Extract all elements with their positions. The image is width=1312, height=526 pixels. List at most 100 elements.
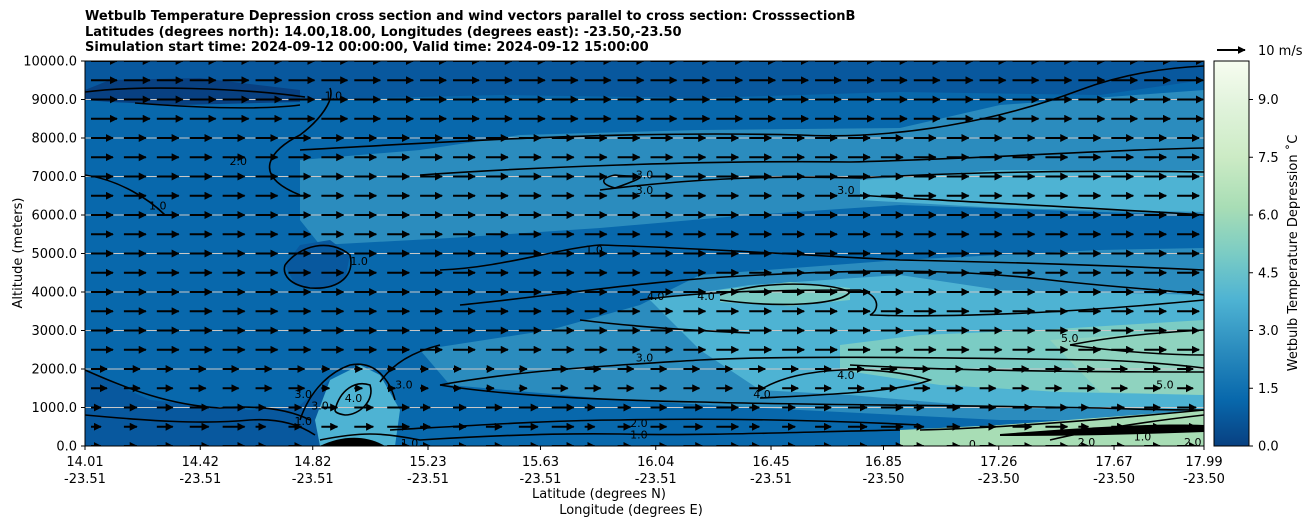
x-tick-label-lat: 15.63 (522, 455, 559, 470)
contour-label: 2.0 (1078, 436, 1096, 449)
contour-label: 1.0 (325, 90, 343, 103)
y-axis-label: Altitude (meters) (11, 198, 26, 309)
x-tick-label-lon: -23.50 (863, 472, 905, 487)
y-tick-label: 0.0 (56, 440, 77, 455)
plot-area: 1.02.01.03.03.0 3.01.01.04.0 4.05.03.04.04… (85, 61, 1204, 451)
contour-fill-cyan-core (720, 282, 850, 306)
contour-label: 1.0 (149, 199, 167, 212)
contour-label: 1.0 (585, 244, 603, 257)
x-tick-label-lat: 14.42 (182, 455, 219, 470)
x-tick-label-lon: -23.51 (179, 472, 221, 487)
colorbar-tick-label: 4.5 (1258, 266, 1279, 281)
colorbar-tick-label: 1.5 (1258, 382, 1279, 397)
contour-label: 3.0 (294, 388, 312, 401)
contour-label: 3.0 (636, 351, 654, 364)
x-tick-label-lon: -23.51 (64, 472, 106, 487)
contour-fill-light-upper (860, 170, 1204, 212)
title-line-3: Simulation start time: 2024-09-12 00:00:… (85, 40, 649, 55)
contour-line-3-right-plume (379, 344, 441, 383)
x-tick-label-lat: 16.04 (637, 455, 674, 470)
x-tick-label-lon: -23.51 (407, 472, 449, 487)
y-tick-label: 9000.0 (32, 93, 78, 108)
x-tick-label-lat: 14.01 (66, 455, 103, 470)
contour-label: 3.0 (636, 169, 654, 182)
colorbar-tick-label: 3.0 (1258, 324, 1279, 339)
contour-line-3-mid (599, 170, 1204, 191)
y-tick-label: 1000.0 (32, 401, 78, 416)
contour-label: 1.0 (350, 255, 368, 268)
chart-title: Wetbulb Temperature Depression cross sec… (85, 9, 855, 56)
x-tick-label-lat: 14.82 (294, 455, 331, 470)
contour-line-2-right-bottom2 (1049, 414, 1204, 441)
x-tick-label-lon: -23.50 (1093, 472, 1135, 487)
contour-label: 3.0 (395, 378, 413, 391)
y-tick-label: 6000.0 (32, 209, 78, 224)
contour-line-1-top (85, 87, 306, 98)
x-tick-label-lon: -23.51 (750, 472, 792, 487)
contour-label: 4.0 (753, 388, 771, 401)
colorbar-tick-label: 0.0 (1258, 440, 1279, 455)
y-tick-label: 7000.0 (32, 170, 78, 185)
contour-fill-bottom-right (900, 410, 1204, 446)
contour-label: 2.0 (630, 417, 648, 430)
x-axis-label-latitude: Latitude (degrees N) (532, 487, 666, 502)
contour-label: 5.0 (1061, 332, 1079, 345)
x-tick-label-lat: 17.26 (980, 455, 1017, 470)
contour-label: 2.0 (1184, 436, 1202, 449)
contour-label: 1.0 (630, 428, 648, 441)
x-tick-label-lat: 17.99 (1185, 455, 1222, 470)
contour-line-3-spine (579, 319, 751, 334)
contour-line-3-plume (299, 363, 396, 421)
contour-line-4-loop (759, 368, 933, 399)
y-tick-label: 3000.0 (32, 324, 78, 339)
x-tick-label-lon: -23.50 (978, 472, 1020, 487)
colorbar-gradient (1213, 60, 1250, 447)
contour-line-1-bottom (319, 429, 901, 441)
contour-label: 1.0 (1134, 430, 1152, 443)
colorbar: 0.0 1.5 3.0 4.5 6.0 7.5 9.0 Wetbulb Temperatur… (1213, 60, 1301, 455)
title-line-2: Latitudes (degrees north): 14.00,18.00, … (85, 24, 682, 40)
x-tick-label-lat: 17.67 (1095, 455, 1132, 470)
contour-label: 5.0 (1156, 378, 1174, 391)
x-tick-label-lon: -23.51 (520, 472, 562, 487)
contour-label: 1.0 (401, 437, 419, 450)
contour-line-2-right-bottom (919, 409, 1204, 431)
colorbar-tick-label: 7.5 (1258, 151, 1279, 166)
y-tick-label: 4000.0 (32, 286, 78, 301)
contour-line-4-plume (334, 383, 372, 416)
y-tick-label: 5000.0 (32, 247, 78, 262)
contour-line-2-blob (283, 244, 352, 289)
contour-label: 4.0 (837, 369, 855, 382)
contour-line-2-bottom (389, 418, 921, 431)
contour-line-1-top2 (134, 102, 301, 109)
contour-label: 4.0 (345, 392, 363, 405)
x-tick-label-lat: 15.23 (409, 455, 446, 470)
x-axis-ticks: 14.01 -23.51 14.42 -23.51 14.82 -23.51 15.23 -2… (64, 446, 1225, 487)
contour-line-2-inner (419, 147, 1204, 176)
y-axis-ticks: 0.0 1000.0 2000.0 3000.0 4000.0 5000.0 6000.0 7… (23, 55, 85, 455)
contour-fill-dark-top (85, 61, 1204, 100)
x-tick-label-lon: -23.51 (292, 472, 334, 487)
contour-line-5-right2 (1069, 344, 1204, 356)
x-tick-label-lat: 16.85 (865, 455, 902, 470)
y-tick-label: 2000.0 (32, 363, 78, 378)
contour-label: 4.0 (647, 290, 665, 303)
contour-line-4-lower (849, 364, 1204, 373)
title-line-1: Wetbulb Temperature Depression cross sec… (85, 9, 856, 24)
x-tick-label-lat: 16.45 (752, 455, 789, 470)
quiver-key: 10 m/s (1217, 44, 1303, 59)
colorbar-label: Wetbulb Temperature Depression ˚C (1285, 135, 1301, 372)
x-tick-label-lon: -23.51 (635, 472, 677, 487)
contour-label: 3.0 (837, 184, 855, 197)
y-tick-label: 8000.0 (32, 132, 78, 147)
contour-lines (85, 65, 1204, 441)
colorbar-tick-label: 9.0 (1258, 93, 1279, 108)
contour-label: 0 (969, 438, 976, 451)
y-tick-label: 10000.0 (23, 55, 77, 70)
contour-line-3-lower (859, 194, 1204, 216)
contour-label: 3.0 (311, 400, 329, 413)
wind-vectors (91, 61, 1204, 446)
x-tick-label-lon: -23.50 (1183, 472, 1225, 487)
x-axis-label-longitude: Longitude (degrees E) (559, 503, 703, 518)
